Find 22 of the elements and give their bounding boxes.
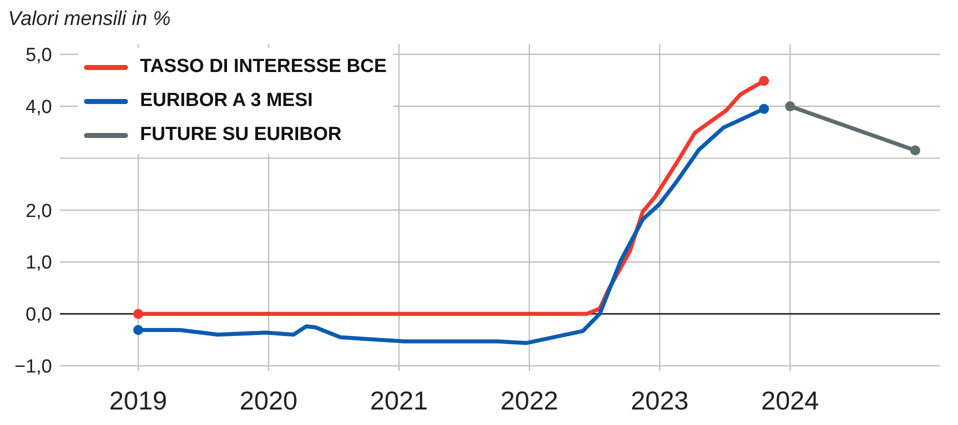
point (759, 76, 769, 86)
x-tick-label: 2021 (370, 385, 428, 416)
point (785, 101, 796, 112)
y-tick-label: 4,0 (26, 97, 52, 118)
legend-label: FUTURE SU EURIBOR (140, 124, 342, 146)
y-tick-label: 5,0 (26, 45, 52, 66)
point (759, 104, 769, 114)
legend-label: TASSO DI INTERESSE BCE (140, 56, 387, 78)
y-tick-label: 1,0 (26, 252, 52, 274)
chart-title: Valori mensili in % (8, 8, 172, 32)
y-tick-label: −1,0 (14, 356, 52, 378)
point (910, 145, 920, 156)
x-tick-label: 2019 (109, 385, 168, 416)
point (133, 308, 144, 319)
x-tick-label: 2020 (240, 385, 298, 416)
x-tick-label: 2024 (761, 385, 819, 416)
x-tick-label: 2023 (630, 385, 689, 416)
y-tick-label: 0,0 (26, 304, 52, 326)
y-tick-label: 2,0 (26, 200, 52, 222)
point (133, 324, 144, 335)
legend-label: EURIBOR A 3 MESI (140, 90, 313, 112)
x-tick-label: 2022 (500, 385, 558, 416)
